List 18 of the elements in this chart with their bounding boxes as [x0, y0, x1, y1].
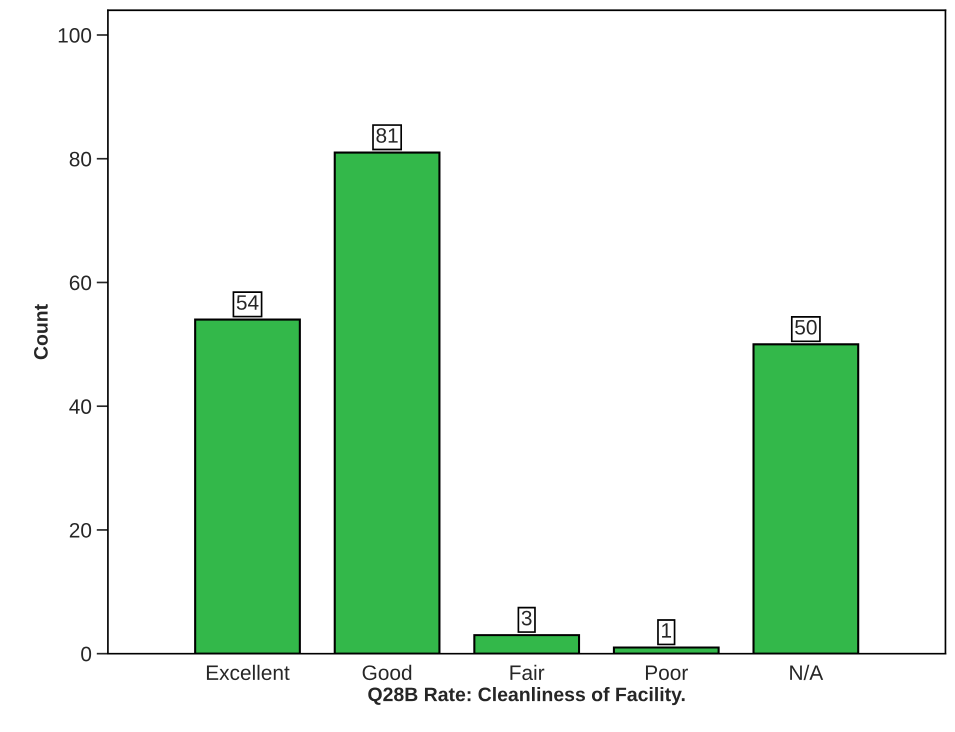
x-tick-label: Good	[362, 664, 412, 680]
data-label: 54	[236, 295, 258, 310]
data-label: 3	[522, 610, 532, 626]
y-tick-label: 80	[70, 152, 92, 166]
data-label: 81	[376, 128, 398, 143]
data-label: 1	[662, 623, 672, 638]
x-tick-label: Excellent	[206, 664, 290, 680]
x-tick-label: Fair	[510, 664, 544, 680]
y-tick-label: 40	[69, 399, 92, 414]
y-tick-label: 0	[81, 646, 92, 662]
x-tick-label: N/A	[790, 664, 824, 680]
y-tick-label: 100	[58, 28, 92, 43]
y-axis-title: Count	[34, 304, 48, 360]
data-label: 50	[795, 320, 817, 335]
x-tick-label: Poor	[646, 666, 688, 680]
y-tick-label: 60	[70, 275, 92, 290]
x-axis-title: Q28B Rate: Cleanliness of Facility.	[368, 686, 685, 706]
y-tick-label: 20	[70, 522, 92, 538]
